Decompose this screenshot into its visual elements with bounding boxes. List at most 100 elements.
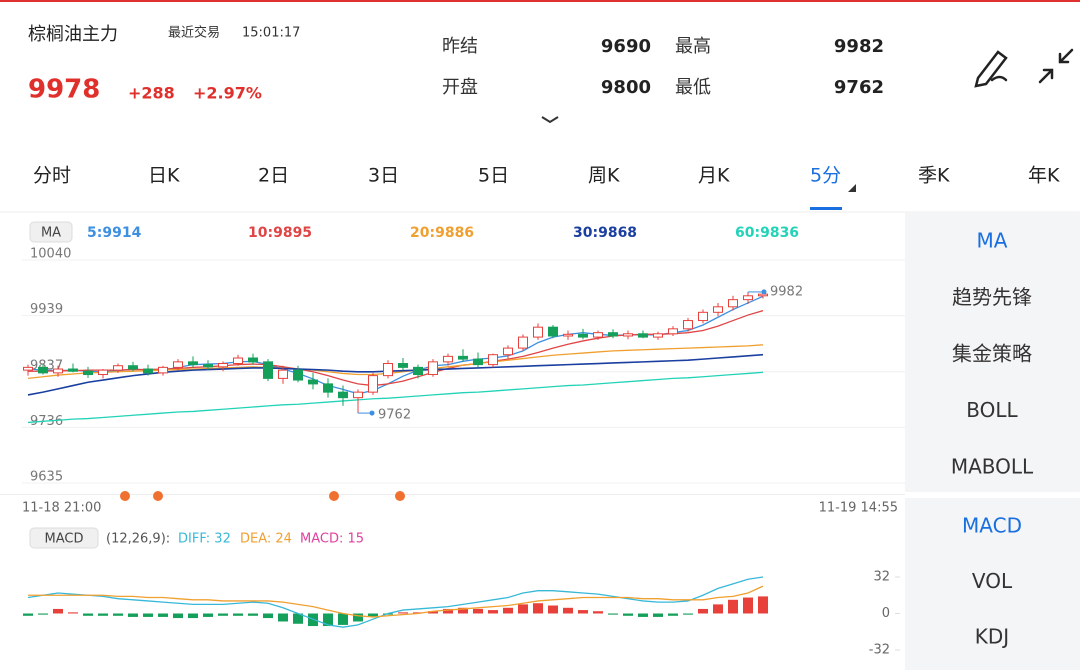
low-label: 9762 — [378, 408, 411, 423]
signal-markers — [120, 491, 405, 501]
macd-bar — [728, 599, 738, 614]
macd-bar — [668, 613, 678, 616]
indicator-box[interactable] — [29, 221, 73, 243]
candle-body — [653, 333, 663, 338]
macd-line — [27, 576, 764, 628]
x-end-label: 11-19 14:55 — [819, 501, 898, 516]
stat-value: 9800 — [601, 77, 651, 98]
indicator-box[interactable] — [29, 527, 99, 549]
side-menu-item[interactable]: MABOLL — [951, 455, 1034, 479]
candle-body — [638, 333, 648, 338]
side-menu-item[interactable]: BOLL — [966, 398, 1018, 422]
side-menu-item[interactable]: 集金策略 — [952, 342, 1032, 366]
macd-bar — [428, 611, 438, 614]
stat-label: 昨结 — [442, 36, 478, 57]
macd-bar — [638, 613, 648, 617]
candle-body — [248, 357, 258, 363]
macd-bar — [53, 608, 63, 614]
high-dot — [761, 289, 767, 295]
macd-bar — [713, 604, 723, 614]
side-menu-item[interactable]: MA — [977, 229, 1008, 253]
candle-body — [218, 363, 228, 368]
draw-icon[interactable] — [974, 50, 1008, 88]
candle-body — [263, 361, 273, 379]
tab[interactable]: 年K — [1028, 165, 1060, 187]
y-tick-label: 32 — [873, 570, 890, 585]
candle-body — [443, 355, 453, 363]
legend-entry: DIFF: 32 — [178, 532, 231, 547]
tab[interactable]: 2日 — [258, 165, 289, 187]
candle-body — [188, 361, 198, 366]
tab[interactable]: 5日 — [478, 165, 509, 187]
macd-bar — [578, 610, 588, 614]
candle-body — [68, 368, 78, 372]
high-label: 9982 — [770, 284, 803, 299]
change: +288 — [128, 84, 175, 103]
stat-label: 最低 — [675, 77, 711, 98]
tab[interactable]: 3日 — [368, 165, 399, 187]
candle-body — [128, 365, 138, 370]
tab[interactable]: 日K — [148, 165, 180, 187]
legend-entry: 20:9886 — [410, 225, 474, 241]
macd-bar — [548, 605, 558, 614]
expand-chevron[interactable] — [541, 116, 559, 124]
macd-bar — [758, 596, 768, 614]
ma-line — [27, 295, 764, 395]
macd-bar — [623, 613, 633, 616]
macd-bar — [593, 611, 603, 614]
side-menu-item[interactable]: MACD — [962, 514, 1022, 538]
candle-body — [518, 336, 528, 349]
legend-entry: 60:9836 — [735, 225, 799, 241]
macd-bar — [113, 613, 123, 616]
macd-bar — [698, 608, 708, 614]
tab[interactable]: 月K — [698, 165, 730, 187]
stat-label: 开盘 — [442, 77, 478, 98]
macd-bar — [488, 610, 498, 614]
macd-bar — [233, 613, 243, 616]
top-border — [0, 0, 1080, 2]
indicator-name: MA — [41, 226, 61, 241]
candle-body — [143, 368, 153, 374]
macd-bar — [323, 613, 333, 627]
candle-body — [113, 365, 123, 371]
macd-bar — [533, 603, 543, 614]
macd-bar — [608, 613, 618, 615]
macd-bar — [188, 613, 198, 619]
candle-body — [353, 391, 363, 399]
side-panel — [905, 212, 1080, 492]
ma-line — [27, 353, 764, 396]
side-menu-item[interactable]: 趋势先锋 — [952, 285, 1032, 309]
tab-dropdown — [848, 184, 856, 192]
stat-value: 9762 — [834, 77, 884, 98]
macd-bar — [353, 613, 363, 622]
macd-bar — [653, 613, 663, 617]
candle-body — [23, 366, 33, 371]
macd-bar — [518, 604, 528, 614]
macd-bar — [158, 613, 168, 617]
tab[interactable]: 5分 — [810, 165, 841, 187]
tab[interactable]: 季K — [918, 165, 950, 187]
macd-bar — [38, 613, 48, 615]
ma-line — [27, 371, 764, 424]
candle-body — [548, 326, 558, 337]
macd-bar — [263, 613, 273, 619]
side-menu-item[interactable]: VOL — [972, 569, 1013, 593]
candle-body — [428, 361, 438, 376]
tab[interactable]: 分时 — [33, 165, 71, 187]
side-panel — [905, 498, 1080, 670]
indicator-name: MACD — [45, 532, 84, 547]
macd-bar — [278, 613, 288, 622]
macd-bar — [23, 613, 33, 616]
collapse-icon[interactable] — [1038, 48, 1074, 84]
side-menu-item[interactable]: KDJ — [975, 625, 1009, 649]
macd-bar — [743, 597, 753, 614]
candle-body — [173, 361, 183, 368]
price: 9978 — [28, 75, 100, 105]
candle-body — [473, 358, 483, 366]
legend-entry: MACD: 15 — [300, 532, 364, 547]
candle-body — [203, 364, 213, 368]
candle-body — [98, 369, 108, 376]
tab[interactable]: 周K — [588, 165, 620, 187]
candle-body — [758, 293, 768, 297]
